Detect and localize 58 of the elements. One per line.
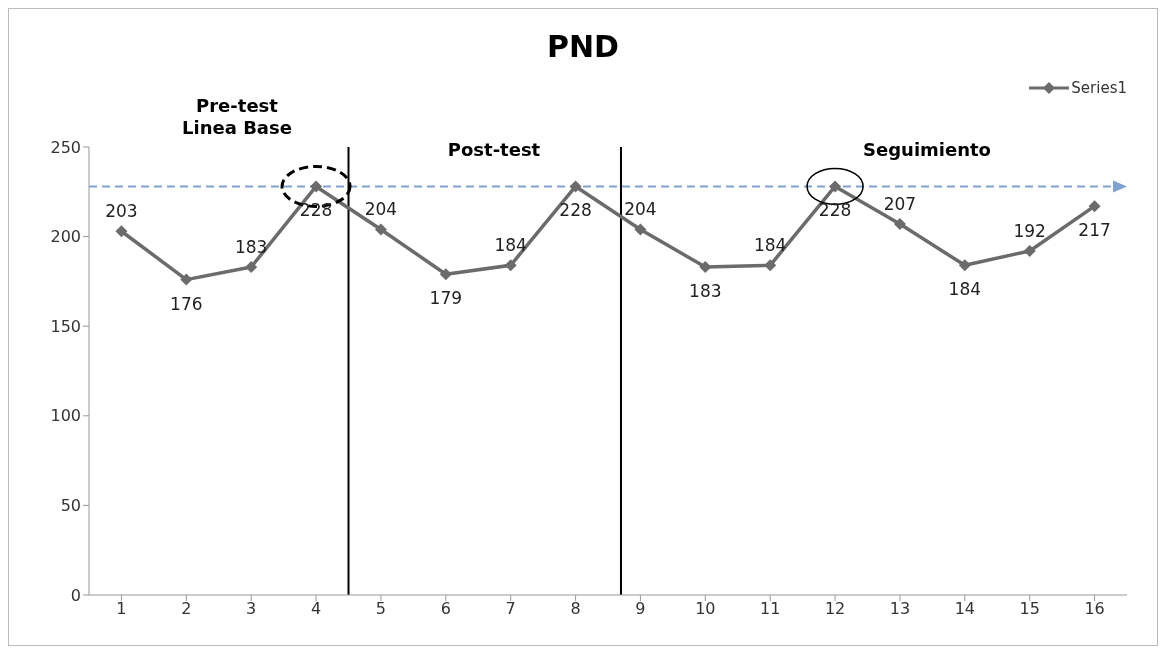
chart-title: PND xyxy=(546,29,620,64)
data-label: 183 xyxy=(234,237,268,258)
y-tick-label: 100 xyxy=(50,406,81,426)
point xyxy=(634,223,647,236)
data-label: 184 xyxy=(753,235,787,256)
x-tick-label: 10 xyxy=(695,599,716,619)
x-tick-label: 1 xyxy=(116,599,127,619)
point xyxy=(893,218,906,231)
point xyxy=(1088,200,1101,213)
point xyxy=(374,223,387,236)
y-tick-label: 150 xyxy=(50,316,81,336)
y-tick-label: 250 xyxy=(50,137,81,157)
point xyxy=(310,180,323,193)
data-label: 192 xyxy=(1013,220,1046,241)
x-tick-label: 11 xyxy=(760,599,781,619)
y-tick-label: 0 xyxy=(70,585,81,605)
point xyxy=(504,259,517,272)
data-label: 207 xyxy=(883,194,917,215)
x-tick-label: 12 xyxy=(824,599,846,619)
legend-label: Series1 xyxy=(1070,79,1127,97)
point xyxy=(245,261,258,274)
data-label: 203 xyxy=(105,201,138,222)
point xyxy=(764,259,777,272)
y-tick-label: 200 xyxy=(50,227,81,247)
data-label: 228 xyxy=(299,200,333,221)
point xyxy=(115,225,128,238)
x-tick-label: 15 xyxy=(1019,599,1040,619)
data-label: 179 xyxy=(429,288,463,309)
x-tick-label: 13 xyxy=(889,599,911,619)
data-label: 204 xyxy=(624,199,657,220)
annotation: Post-test xyxy=(446,139,542,161)
data-label: 184 xyxy=(494,235,527,256)
x-tick-label: 16 xyxy=(1084,599,1105,619)
x-tick-label: 14 xyxy=(954,599,975,619)
x-tick-label: 7 xyxy=(505,599,516,619)
text: Pre-test Linea Base xyxy=(181,95,293,139)
data-label: 204 xyxy=(364,199,398,220)
point xyxy=(439,268,452,281)
annotation: Seguimiento xyxy=(862,139,992,161)
x-tick-label: 3 xyxy=(246,599,257,619)
x-tick-label: 5 xyxy=(375,599,387,619)
x-tick-label: 2 xyxy=(181,599,192,619)
data-label: 176 xyxy=(170,293,203,314)
point xyxy=(958,259,971,272)
data-label: 228 xyxy=(818,200,852,221)
x-tick-label: 4 xyxy=(310,599,322,619)
data-label: 184 xyxy=(948,279,982,300)
x-tick-label: 6 xyxy=(440,599,451,619)
data-label: 183 xyxy=(689,281,722,302)
point xyxy=(180,273,193,286)
point xyxy=(1023,244,1036,257)
y-tick-label: 50 xyxy=(60,496,81,516)
data-label: 217 xyxy=(1078,220,1111,241)
point xyxy=(569,180,582,193)
point xyxy=(829,180,842,193)
x-tick-label: 8 xyxy=(570,599,581,619)
x-tick-label: 9 xyxy=(635,599,646,619)
data-label: 228 xyxy=(559,200,592,221)
